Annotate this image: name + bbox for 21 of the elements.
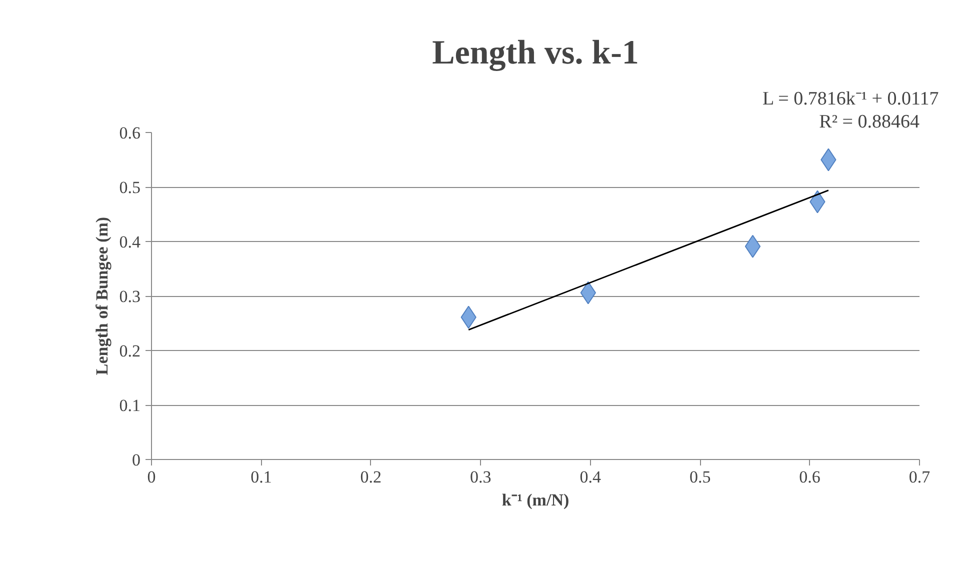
x-tick-label: 0.2 xyxy=(360,468,382,486)
x-tick-label: 0.7 xyxy=(908,468,931,486)
text: R² = 0.88464 xyxy=(819,112,920,132)
y-tick-label: 0.4 xyxy=(119,232,141,252)
chart-title: Length vs. k-1 xyxy=(432,34,639,72)
y-tick-label: 0.6 xyxy=(119,124,140,142)
text: L = 0.7816k⁻¹ + 0.0117 xyxy=(762,88,939,110)
y-tick-label: 0.1 xyxy=(119,396,140,415)
y-axis-title: Length of Bungee (m) xyxy=(92,216,112,376)
point xyxy=(744,234,761,258)
y-tick-label: 0 xyxy=(132,450,140,470)
y-tick-label: 0.2 xyxy=(119,342,140,360)
x-tick-label: 0.1 xyxy=(250,468,272,486)
x-tick-label: 0.5 xyxy=(689,468,711,486)
y-tick-label: 0.3 xyxy=(119,287,140,306)
x-tick-label: 0.6 xyxy=(799,468,820,486)
x-tick-label: 0 xyxy=(147,468,156,486)
x-axis-title: k⁻¹ (m/N) xyxy=(502,490,570,510)
x-tick-label: 0.4 xyxy=(580,468,602,486)
x-tick-label: 0.3 xyxy=(470,468,492,486)
y-tick-label: 0.5 xyxy=(119,178,140,197)
